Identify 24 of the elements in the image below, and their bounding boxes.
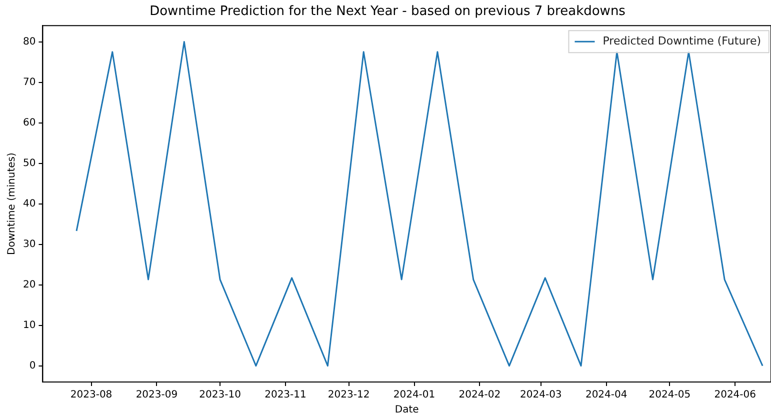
y-tick-label: 60 <box>22 117 36 128</box>
x-tick-label: 2024-05 <box>648 390 691 401</box>
y-tick-label: 40 <box>22 198 36 210</box>
legend-label: Predicted Downtime (Future) <box>602 34 761 48</box>
y-tick-label: 30 <box>22 238 36 250</box>
x-tick-label: 2023-10 <box>199 390 241 401</box>
x-tick-label: 2024-01 <box>393 390 436 401</box>
chart-title: Downtime Prediction for the Next Year - based on previous 7 breakdowns <box>150 4 626 20</box>
y-tick-label: 80 <box>22 36 36 48</box>
y-tick-label: 70 <box>22 76 36 88</box>
x-tick-label: 2023-11 <box>264 390 306 401</box>
y-tick-label: 50 <box>22 158 36 169</box>
x-tick-label: 2024-02 <box>458 390 501 401</box>
x-tick-label: 2024-03 <box>520 390 562 401</box>
y-axis-title: Downtime (minutes) <box>6 152 18 255</box>
y-tick-label: 10 <box>22 320 36 331</box>
x-tick-label: 2023-09 <box>136 390 178 401</box>
y-tick-label: 0 <box>29 360 36 372</box>
x-tick-label: 2024-04 <box>585 390 628 401</box>
x-tick-label: 2023-12 <box>328 390 370 401</box>
y-tick-label: 20 <box>22 279 36 290</box>
x-tick-label: 2024-06 <box>714 390 756 401</box>
x-axis-title: Date <box>394 404 419 416</box>
x-tick-label: 2023-08 <box>70 390 112 401</box>
